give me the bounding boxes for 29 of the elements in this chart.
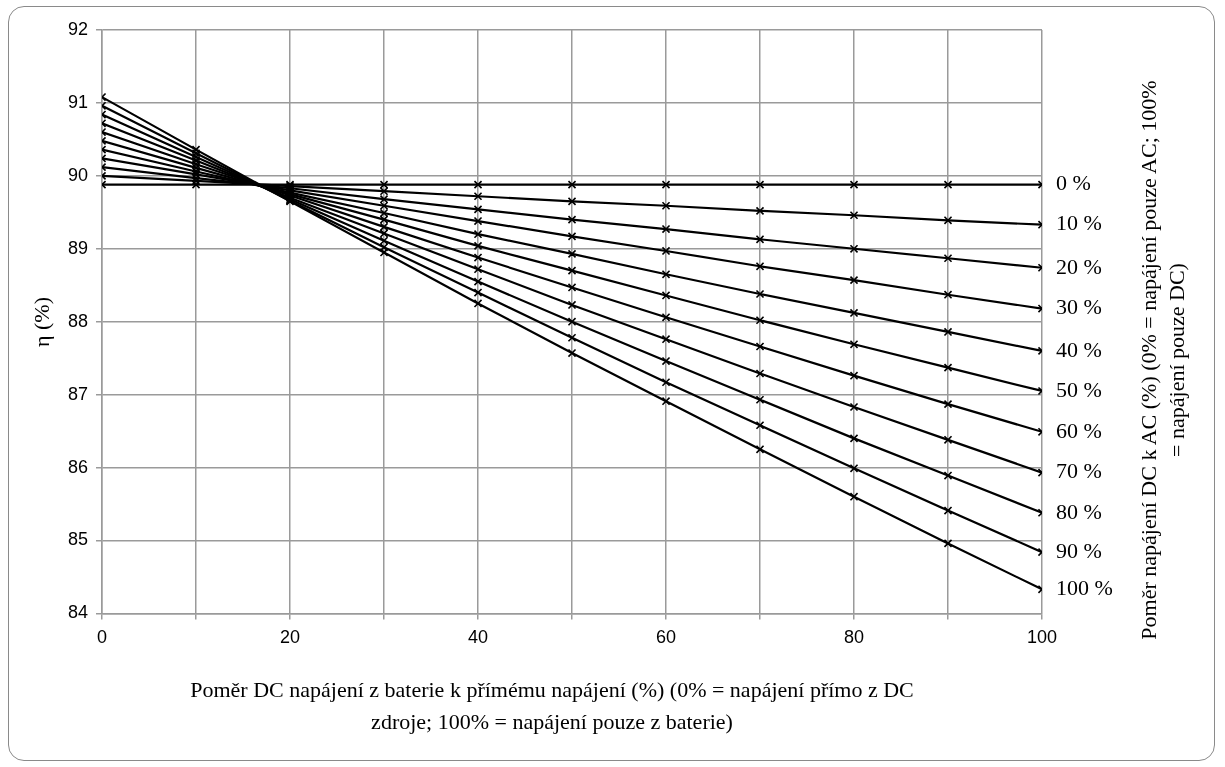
x-tick-label: 20 xyxy=(280,627,301,648)
series-label: 0 % xyxy=(1056,170,1091,196)
x-tick-label: 60 xyxy=(655,627,677,648)
x-tick-label: 40 xyxy=(468,627,489,648)
y-tick-label: 86 xyxy=(67,456,89,477)
y-tick-label: 85 xyxy=(67,529,89,550)
y-tick-label: 84 xyxy=(67,602,89,623)
y-tick-label: 91 xyxy=(67,91,89,112)
series-label: 10 % xyxy=(1056,210,1102,236)
y-tick-label: 87 xyxy=(67,383,89,404)
x-tick-label: 80 xyxy=(843,627,865,648)
series-label: 40 % xyxy=(1056,336,1102,362)
y-tick-label: 90 xyxy=(67,164,89,185)
series-label: 80 % xyxy=(1056,498,1102,524)
y-tick-label: 88 xyxy=(67,310,89,331)
x-tick-label: 0 xyxy=(97,627,108,648)
y-tick-label: 92 xyxy=(67,18,89,39)
x-tick-label: 100 xyxy=(1026,627,1058,648)
x-axis-title: Poměr DC napájení z baterie k přímému napájení (%) (0% = napájení přímo z DC zdroje; 100% = napájení pouze z baterie) xyxy=(190,677,914,735)
y-axis-title: η (%) xyxy=(28,296,55,347)
series-label: 30 % xyxy=(1056,294,1102,320)
y-tick-label: 89 xyxy=(67,237,89,258)
series-label: 90 % xyxy=(1056,537,1102,563)
series-label: 60 % xyxy=(1056,417,1102,443)
series-label: 100 % xyxy=(1056,575,1113,601)
series-label: 50 % xyxy=(1056,376,1102,402)
legend-title: Poměr napájení DC k AC (%) (0% = napájení pouze AC; 100% = napájení pouze DC) xyxy=(1135,80,1190,640)
series-label: 20 % xyxy=(1056,253,1102,279)
series-label: 70 % xyxy=(1056,458,1102,484)
